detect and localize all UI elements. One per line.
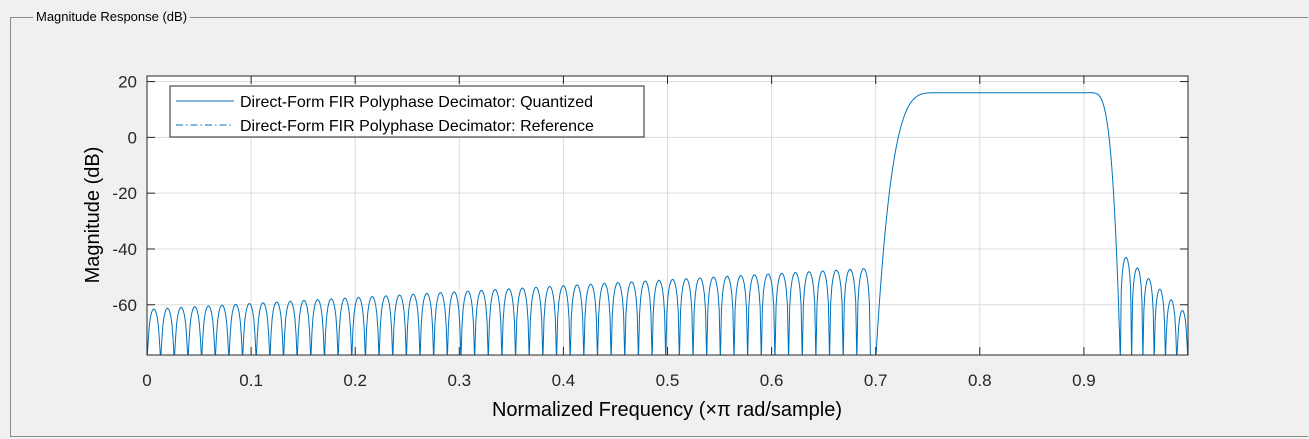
- x-tick-label: 0.5: [656, 371, 680, 390]
- x-tick-label: 0.2: [343, 371, 367, 390]
- x-tick-labels: 0 0.1 0.2 0.3 0.4 0.5 0.6 0.7 0.8 0.9: [142, 371, 1095, 390]
- magnitude-response-panel: [10, 17, 1308, 437]
- x-axis-label: Normalized Frequency (×π rad/sample): [492, 399, 842, 421]
- y-tick-label: -20: [112, 184, 137, 203]
- panel-title: Magnitude Response (dB): [33, 9, 191, 25]
- series-layer: [147, 92, 1188, 355]
- y-axis-label: Magnitude (dB): [82, 147, 104, 284]
- x-tick-label: 0.3: [447, 371, 471, 390]
- legend-label-quantized: Direct-Form FIR Polyphase Decimator: Qua…: [240, 94, 593, 111]
- y-tick-label: -60: [112, 296, 137, 315]
- y-tick-label: 20: [118, 73, 137, 92]
- y-tick-label: -40: [112, 240, 137, 259]
- x-tick-label: 0.7: [864, 371, 888, 390]
- series-line-quantized: [147, 92, 1188, 355]
- x-tick-label: 0.8: [968, 371, 992, 390]
- x-tick-label: 0.4: [552, 371, 576, 390]
- x-tick-label: 0: [142, 371, 151, 390]
- legend-box: [169, 85, 645, 138]
- axis-ticks: [146, 76, 1188, 355]
- y-tick-labels: 20 0 -20 -40 -60: [112, 73, 137, 315]
- legend[interactable]: Direct-Form FIR Polyphase Decimator: Qua…: [169, 85, 645, 138]
- x-tick-label: 0.9: [1072, 371, 1096, 390]
- x-tick-label: 0.1: [239, 371, 263, 390]
- legend-label-reference: Direct-Form FIR Polyphase Decimator: Ref…: [240, 118, 594, 135]
- x-tick-label: 0.6: [760, 371, 784, 390]
- y-tick-label: 0: [128, 128, 137, 147]
